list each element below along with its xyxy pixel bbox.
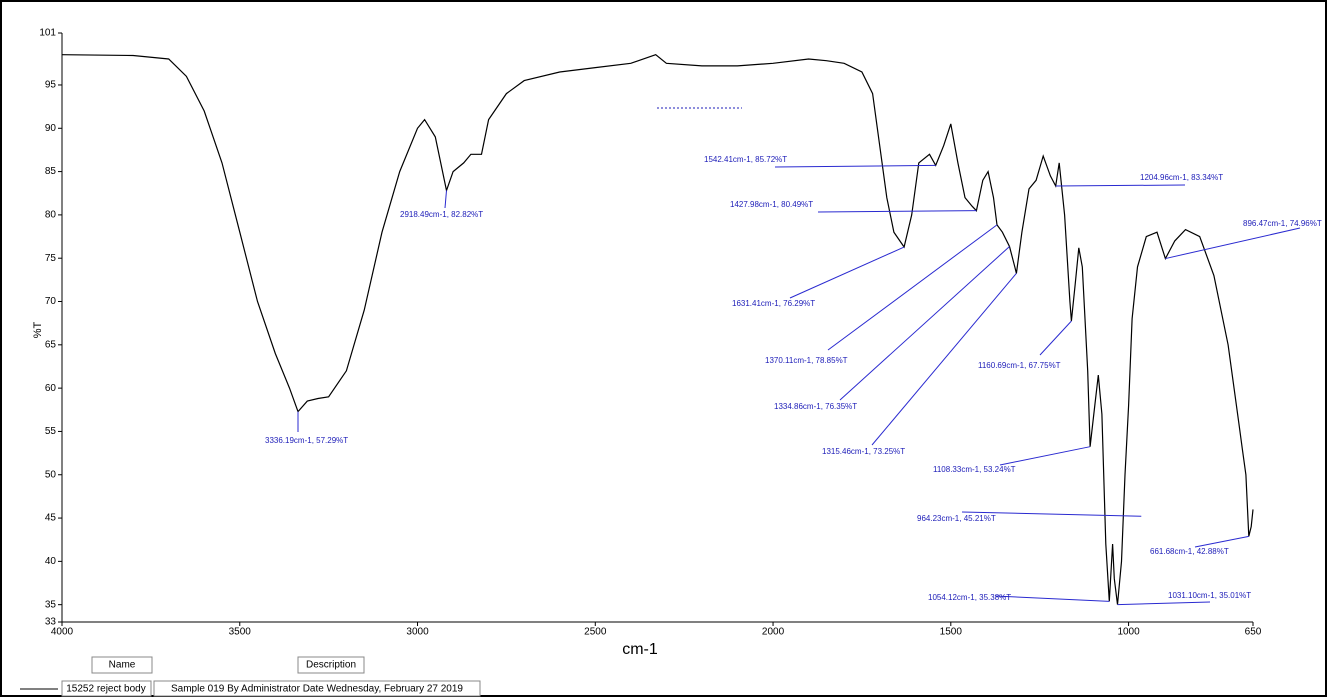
annotation-line	[994, 595, 1110, 602]
y-tick-label: 50	[45, 469, 57, 480]
annotation: 2918.49cm-1, 82.82%T	[400, 210, 483, 219]
legend-description: Sample 019 By Administrator Date Wednesd…	[171, 684, 463, 695]
annotation-line	[827, 224, 998, 351]
annotation: 1160.69cm-1, 67.75%T	[978, 361, 1061, 370]
y-tick-label: 75	[45, 253, 57, 264]
annotation: 1108.33cm-1, 53.24%T	[933, 465, 1016, 474]
annotation-line	[444, 190, 447, 209]
annotation-line	[839, 246, 1010, 401]
annotation: 1370.11cm-1, 78.85%T	[765, 356, 848, 365]
annotation: 896.47cm-1, 74.96%T	[1243, 219, 1322, 228]
annotation: 1031.10cm-1, 35.01%T	[1168, 591, 1251, 600]
annotation: 1631.41cm-1, 76.29%T	[732, 299, 815, 308]
annotation: 661.68cm-1, 42.88%T	[1150, 547, 1229, 556]
annotation: 1054.12cm-1, 35.38%T	[928, 593, 1011, 602]
y-tick-label: 55	[45, 426, 57, 437]
x-tick-label: 1500	[940, 627, 963, 638]
y-tick-label: 60	[45, 383, 57, 394]
annotation-line	[1194, 535, 1249, 548]
y-tick-label: 80	[45, 210, 57, 221]
y-tick-label: 90	[45, 123, 57, 134]
legend-header: Name	[109, 660, 136, 671]
legend-header: Description	[306, 660, 356, 671]
annotation: 1334.86cm-1, 76.35%T	[774, 402, 857, 411]
y-tick-label: 85	[45, 166, 57, 177]
annotation-line	[774, 164, 936, 168]
y-axis-label: %T	[32, 321, 44, 338]
annotation-line	[999, 446, 1091, 466]
y-tick-label: 101	[39, 28, 56, 39]
legend-name: 15252 reject body	[66, 684, 146, 695]
annotation-line	[1039, 320, 1072, 356]
annotation: 1315.46cm-1, 73.25%T	[822, 447, 905, 456]
description-cell	[153, 680, 481, 697]
y-tick-label: 65	[45, 339, 57, 350]
spectrum-line	[61, 54, 1254, 605]
annotation-line	[1165, 227, 1301, 260]
x-tick-label: 4000	[51, 627, 74, 638]
annotation-line	[1055, 184, 1186, 187]
y-tick-label: 95	[45, 80, 57, 91]
x-tick-label: 2500	[584, 627, 607, 638]
annotation: 3336.19cm-1, 57.29%T	[265, 436, 348, 445]
annotation-line	[1117, 601, 1211, 606]
annotation: 1204.96cm-1, 83.34%T	[1140, 173, 1223, 182]
annotation-line	[789, 246, 905, 299]
annotation: 1542.41cm-1, 85.72%T	[704, 155, 787, 164]
annotation: 1427.98cm-1, 80.49%T	[730, 200, 813, 209]
annotation: 964.23cm-1, 45.21%T	[917, 514, 996, 523]
annotation-line	[871, 273, 1017, 446]
y-tick-label: 33	[45, 617, 57, 628]
header-cell	[297, 656, 365, 674]
y-tick-label: 35	[45, 599, 57, 610]
x-tick-label: 2000	[762, 627, 785, 638]
name-cell	[61, 680, 152, 697]
x-tick-label: 3000	[406, 627, 429, 638]
y-tick-label: 40	[45, 556, 57, 567]
annotation-line	[961, 511, 1142, 517]
annotation-line	[817, 210, 977, 213]
x-axis-label: cm-1	[622, 641, 658, 658]
header-cell	[91, 656, 153, 674]
y-tick-label: 45	[45, 513, 57, 524]
x-tick-label: 1000	[1117, 627, 1140, 638]
y-tick-label: 70	[45, 296, 57, 307]
x-tick-label: 3500	[229, 627, 252, 638]
x-tick-label: 650	[1245, 627, 1262, 638]
